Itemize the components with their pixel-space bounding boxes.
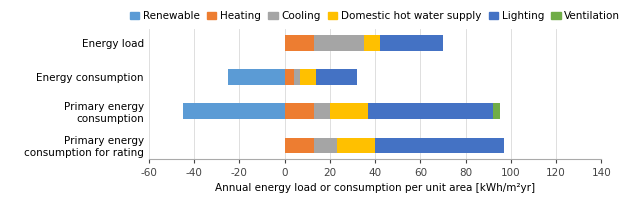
X-axis label: Annual energy load or consumption per unit area [kWh/m²yr]: Annual energy load or consumption per un… [215, 184, 535, 193]
Bar [316, 69, 357, 85]
Bar [285, 35, 314, 51]
Bar [330, 103, 368, 119]
Bar [493, 103, 500, 119]
Legend: Renewable, Heating, Cooling, Domestic hot water supply, Lighting, Ventilation: Renewable, Heating, Cooling, Domestic ho… [130, 11, 620, 22]
Bar [314, 103, 330, 119]
Bar [294, 69, 301, 85]
Bar [364, 35, 379, 51]
Bar [183, 103, 285, 119]
Bar [228, 69, 285, 85]
Bar [285, 103, 314, 119]
Bar [379, 35, 443, 51]
Bar [285, 69, 294, 85]
Bar [375, 138, 504, 153]
Bar [301, 69, 316, 85]
Bar [285, 138, 314, 153]
Bar [368, 103, 493, 119]
Bar [314, 35, 364, 51]
Bar [314, 138, 337, 153]
Bar [337, 138, 375, 153]
